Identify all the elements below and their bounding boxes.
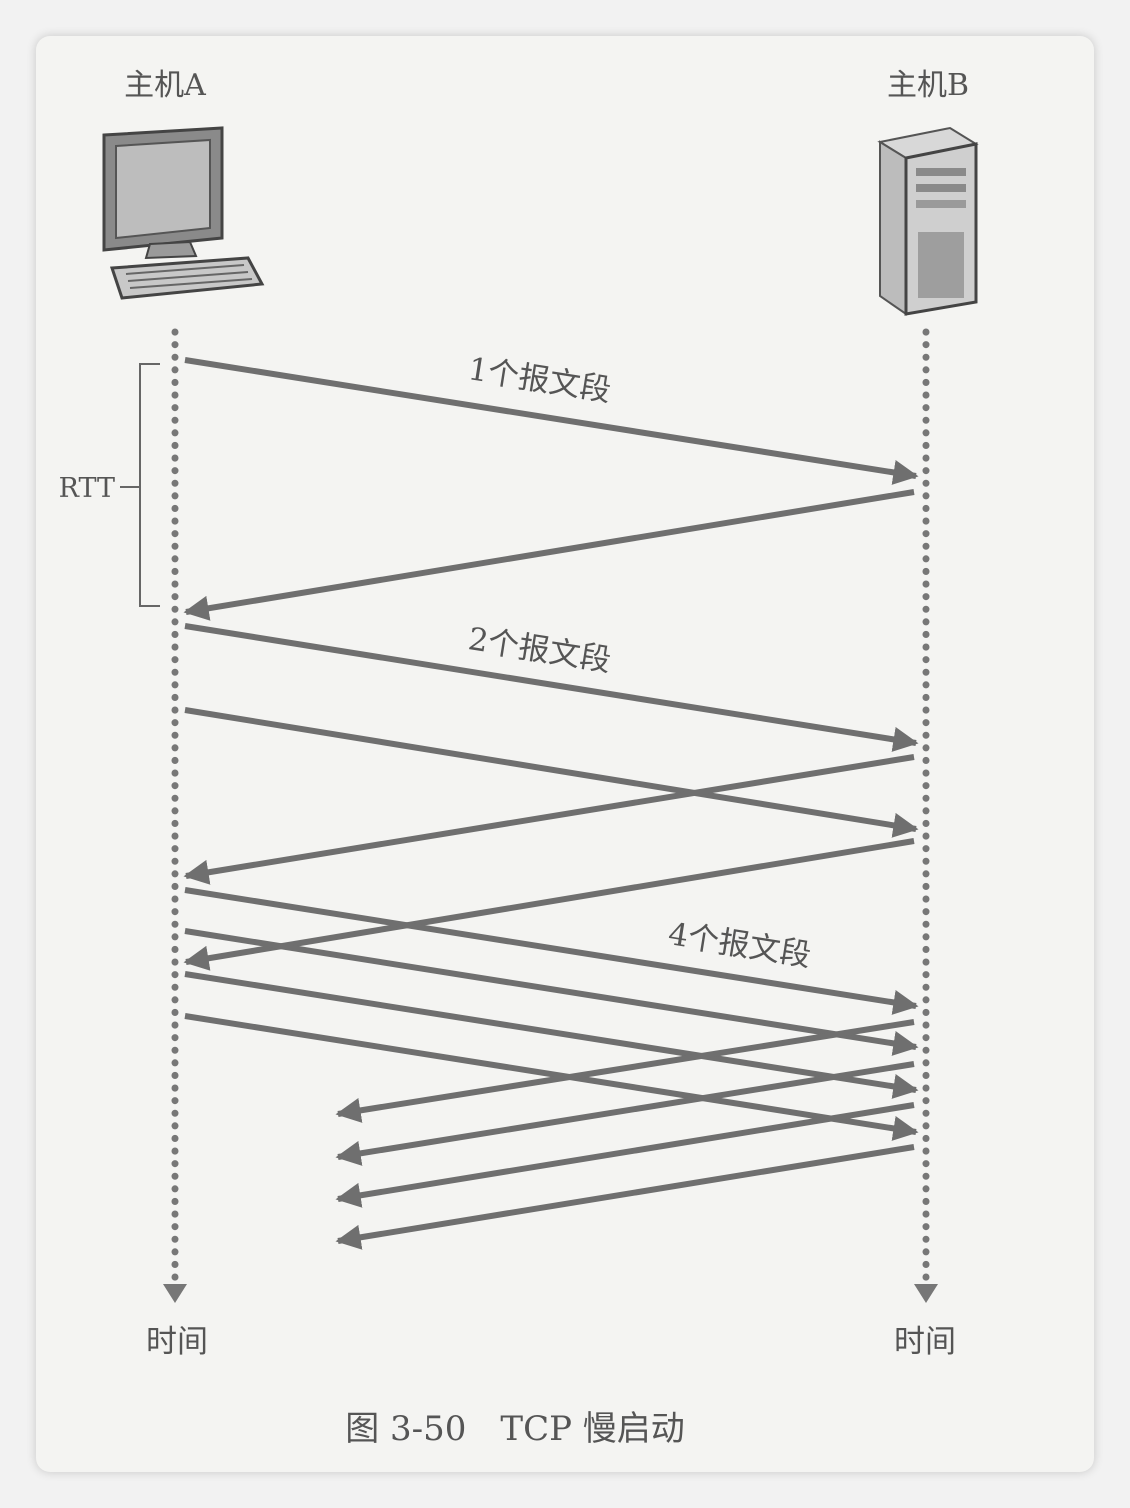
ack-arrow	[183, 838, 915, 971]
host-a-time-label: 时间	[146, 1324, 208, 1360]
figure-caption: 图 3-50 TCP 慢启动	[345, 1409, 685, 1449]
ack-arrow	[335, 1102, 915, 1208]
slow-start-diagram: 主机A 主机B RTT 1个报文段 2个报文段	[59, 68, 979, 1449]
ack-arrow	[335, 1061, 915, 1166]
ack-arrow	[335, 1144, 915, 1250]
tower-server-icon	[877, 126, 979, 316]
ack-arrow	[183, 489, 915, 621]
segment-arrow	[184, 357, 919, 485]
round-2-label: 2个报文段	[466, 621, 614, 679]
host-a-label: 主机A	[124, 68, 206, 103]
host-a-time-arrowhead	[163, 1284, 187, 1303]
desktop-computer-icon	[102, 126, 265, 300]
ack-arrow	[183, 754, 915, 885]
host-b-time-label: 时间	[894, 1324, 956, 1360]
round-1-label: 1个报文段	[466, 351, 614, 409]
segment-arrow	[184, 928, 919, 1056]
round-3-label: 4个报文段	[666, 916, 814, 974]
host-b-label: 主机B	[887, 68, 969, 103]
segment-arrow	[184, 1013, 919, 1141]
host-b-time-arrowhead	[914, 1284, 938, 1303]
round-1: 1个报文段	[183, 351, 919, 621]
round-2: 2个报文段	[183, 621, 919, 971]
rtt-bracket	[139, 363, 160, 607]
ack-arrow	[335, 1019, 915, 1123]
segment-arrow	[184, 971, 919, 1099]
segment-arrow	[184, 707, 919, 838]
figure-card: 主机A 主机B RTT 1个报文段 2个报文段	[36, 36, 1094, 1472]
segment-arrow	[184, 623, 919, 752]
segment-arrow	[184, 887, 919, 1015]
rtt-label: RTT	[59, 473, 115, 504]
